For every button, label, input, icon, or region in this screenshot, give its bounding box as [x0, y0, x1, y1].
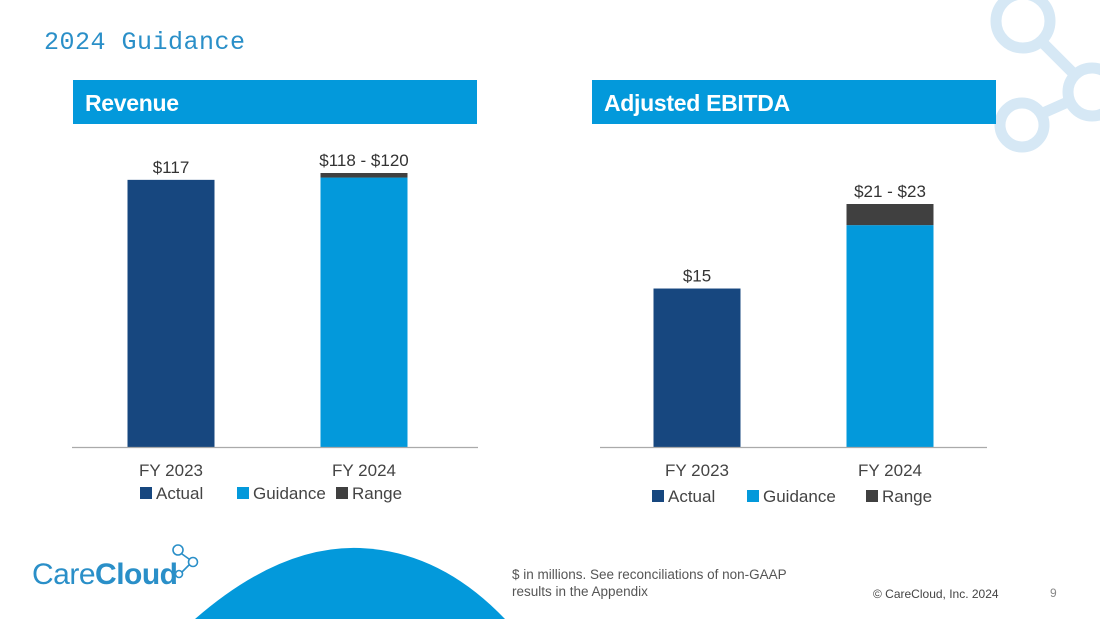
deco-circle-large [990, 0, 1056, 54]
footnote: $ in millions. See reconciliations of no… [512, 567, 787, 599]
page-number: 9 [1050, 586, 1057, 600]
legend-label-guidance: Guidance [763, 487, 836, 506]
carecloud-logo: CareCloud [32, 558, 178, 592]
revenue-header: Revenue [73, 80, 477, 124]
deco-link-2 [1040, 95, 1073, 119]
ebitda-header: Adjusted EBITDA [592, 80, 996, 124]
legend-label-guidance: Guidance [253, 484, 326, 503]
bar-range [320, 173, 408, 178]
deco-circle-left [994, 97, 1050, 153]
deco-circle-right [1062, 62, 1100, 122]
copyright: © CareCloud, Inc. 2024 [873, 587, 999, 601]
legend-swatch-range [336, 487, 348, 499]
data-label: $118 - $120 [319, 151, 408, 170]
legend-swatch-guidance [237, 487, 249, 499]
deco-blue-arc [195, 547, 505, 619]
x-tick-label: FY 2024 [332, 461, 396, 480]
legend-swatch-guidance [747, 490, 759, 502]
logo-text-cloud: Cloud [95, 558, 178, 591]
legend-label-range: Range [882, 487, 932, 506]
page-title: 2024 Guidance [44, 28, 246, 57]
data-label: $117 [153, 158, 190, 177]
legend-swatch-range [866, 490, 878, 502]
legend-swatch-actual [652, 490, 664, 502]
legend-label-actual: Actual [668, 487, 715, 506]
bar-actual [127, 179, 215, 447]
data-label: $15 [683, 267, 711, 286]
legend-label-range: Range [352, 484, 402, 503]
bar-guidance [846, 225, 934, 447]
bar-actual [653, 288, 741, 447]
legend-label-actual: Actual [156, 484, 203, 503]
bar-range [846, 204, 934, 226]
legend-swatch-actual [140, 487, 152, 499]
x-tick-label: FY 2023 [139, 461, 203, 480]
logo-icon [172, 544, 199, 579]
x-tick-label: FY 2023 [665, 461, 729, 480]
data-label: $21 - $23 [854, 182, 926, 201]
bar-guidance [320, 177, 408, 448]
logo-text-care: Care [32, 558, 96, 591]
deco-link-1 [1039, 39, 1077, 77]
x-tick-label: FY 2024 [858, 461, 922, 480]
